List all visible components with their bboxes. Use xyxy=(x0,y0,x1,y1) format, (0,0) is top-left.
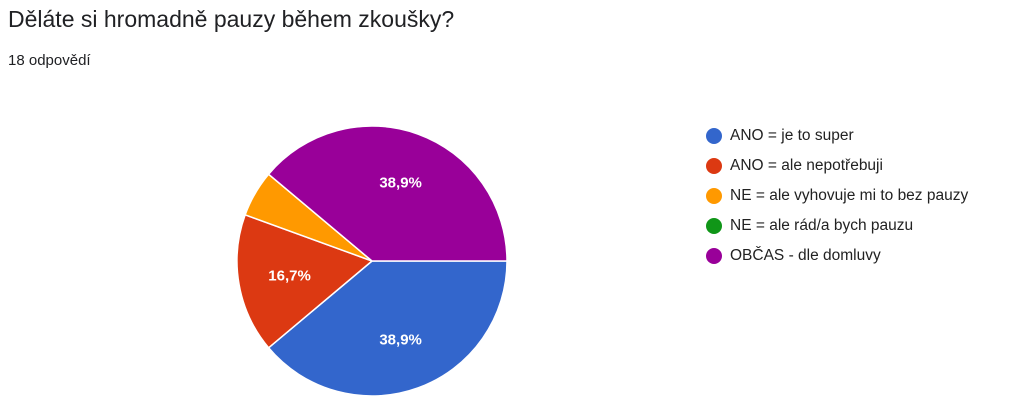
legend-swatch-icon xyxy=(706,128,722,144)
slice-percent-label: 38,9% xyxy=(379,332,422,349)
legend-swatch-icon xyxy=(706,158,722,174)
pie-chart: 38,9% 16,7% 38,9% xyxy=(236,125,508,397)
legend-swatch-icon xyxy=(706,188,722,204)
legend-item: ANO = ale nepotřebuji xyxy=(706,151,968,181)
legend-swatch-icon xyxy=(706,218,722,234)
legend-label: OBČAS - dle domluvy xyxy=(730,247,881,264)
pie-slice xyxy=(236,213,374,349)
legend-swatch-icon xyxy=(706,248,722,264)
legend-label: ANO = ale nepotřebuji xyxy=(730,157,883,174)
chart-title: Děláte si hromadně pauzy během zkoušky? xyxy=(8,6,455,32)
pie-slice xyxy=(267,125,508,262)
legend-item: NE = ale rád/a bych pauzu xyxy=(706,211,968,241)
legend-item: ANO = je to super xyxy=(706,121,968,151)
legend-label: NE = ale vyhovuje mi to bez pauzy xyxy=(730,187,969,204)
chart-legend: ANO = je to super ANO = ale nepotřebuji NE… xyxy=(706,121,968,271)
legend-item: NE = ale vyhovuje mi to bez pauzy xyxy=(706,181,968,211)
slice-percent-label: 16,7% xyxy=(268,268,311,285)
legend-label: ANO = je to super xyxy=(730,127,854,144)
slice-percent-label: 38,9% xyxy=(379,174,422,191)
pie-slice xyxy=(267,260,508,397)
response-count: 18 odpovědí xyxy=(8,52,91,69)
legend-label: NE = ale rád/a bych pauzu xyxy=(730,217,914,234)
legend-item: OBČAS - dle domluvy xyxy=(706,241,968,271)
